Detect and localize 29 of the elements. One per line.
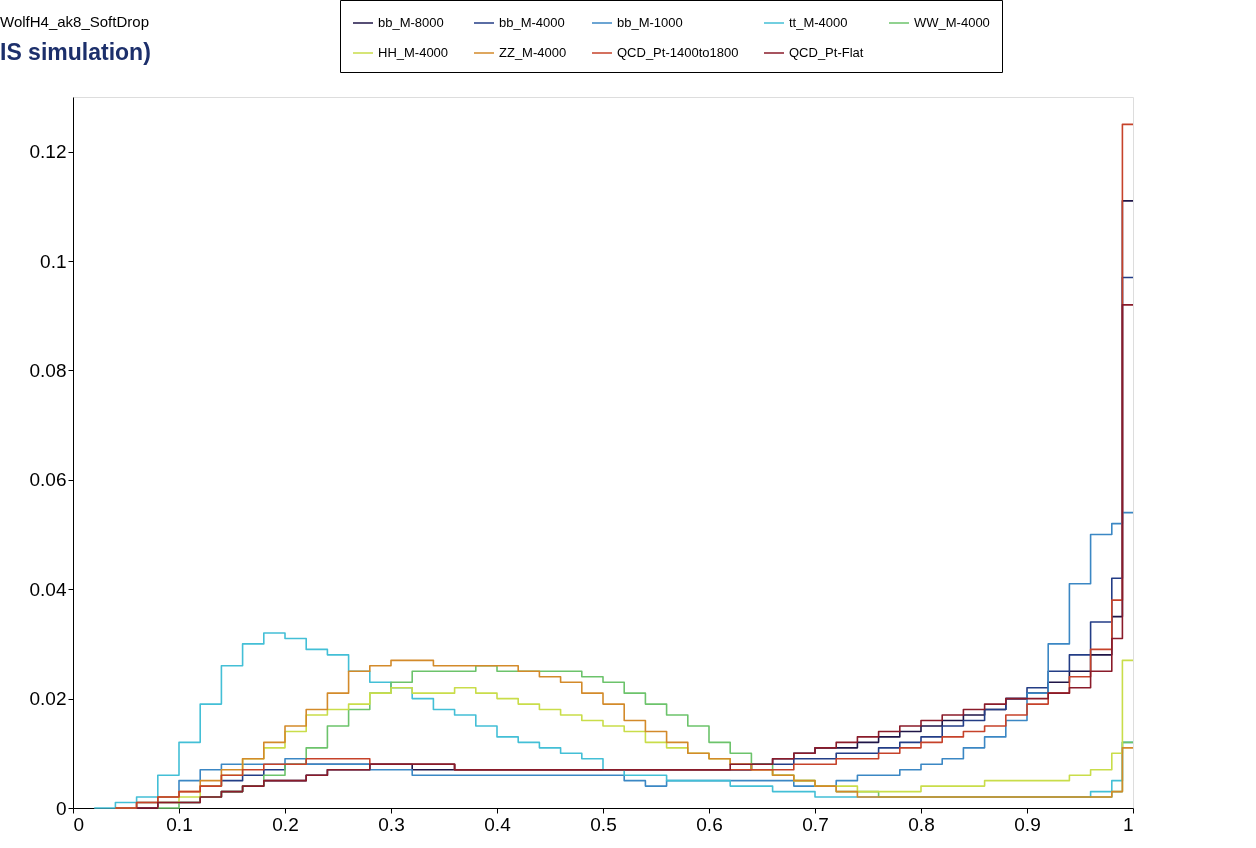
y-tick-label: 0.04 bbox=[29, 578, 67, 600]
x-tick-label: 0.4 bbox=[484, 813, 512, 835]
legend-label: bb_M-8000 bbox=[378, 15, 444, 30]
x-tick-label: 1 bbox=[1122, 813, 1134, 835]
x-tick-label: 0.7 bbox=[802, 813, 829, 835]
chart-subtitle: IS simulation) bbox=[0, 39, 151, 65]
y-tick-label: 0.12 bbox=[29, 141, 67, 163]
legend-label: WW_M-4000 bbox=[914, 15, 990, 30]
x-tick-label: 0.2 bbox=[272, 813, 299, 835]
legend-label: QCD_Pt-1400to1800 bbox=[617, 45, 739, 60]
x-tick-label: 0.5 bbox=[590, 813, 617, 835]
y-tick-label: 0.06 bbox=[29, 469, 67, 491]
y-tick-label: 0.08 bbox=[29, 359, 67, 381]
x-tick-label: 0 bbox=[73, 813, 85, 835]
legend-label: QCD_Pt-Flat bbox=[789, 45, 864, 60]
legend-label: tt_M-4000 bbox=[789, 15, 848, 30]
y-tick-label: 0.1 bbox=[40, 250, 67, 272]
legend-label: bb_M-4000 bbox=[499, 15, 565, 30]
legend-label: ZZ_M-4000 bbox=[499, 45, 567, 60]
chart-title: WolfH4_ak8_SoftDrop bbox=[0, 13, 149, 30]
legend-label: HH_M-4000 bbox=[378, 45, 449, 60]
x-tick-label: 0.3 bbox=[378, 813, 405, 835]
y-tick-label: 0 bbox=[55, 797, 67, 819]
x-tick-label: 0.6 bbox=[696, 813, 723, 835]
y-tick-label: 0.02 bbox=[29, 688, 67, 710]
x-tick-label: 0.9 bbox=[1014, 813, 1041, 835]
x-tick-label: 0.1 bbox=[166, 813, 193, 835]
legend-label: bb_M-1000 bbox=[617, 15, 683, 30]
x-tick-label: 0.8 bbox=[908, 813, 935, 835]
